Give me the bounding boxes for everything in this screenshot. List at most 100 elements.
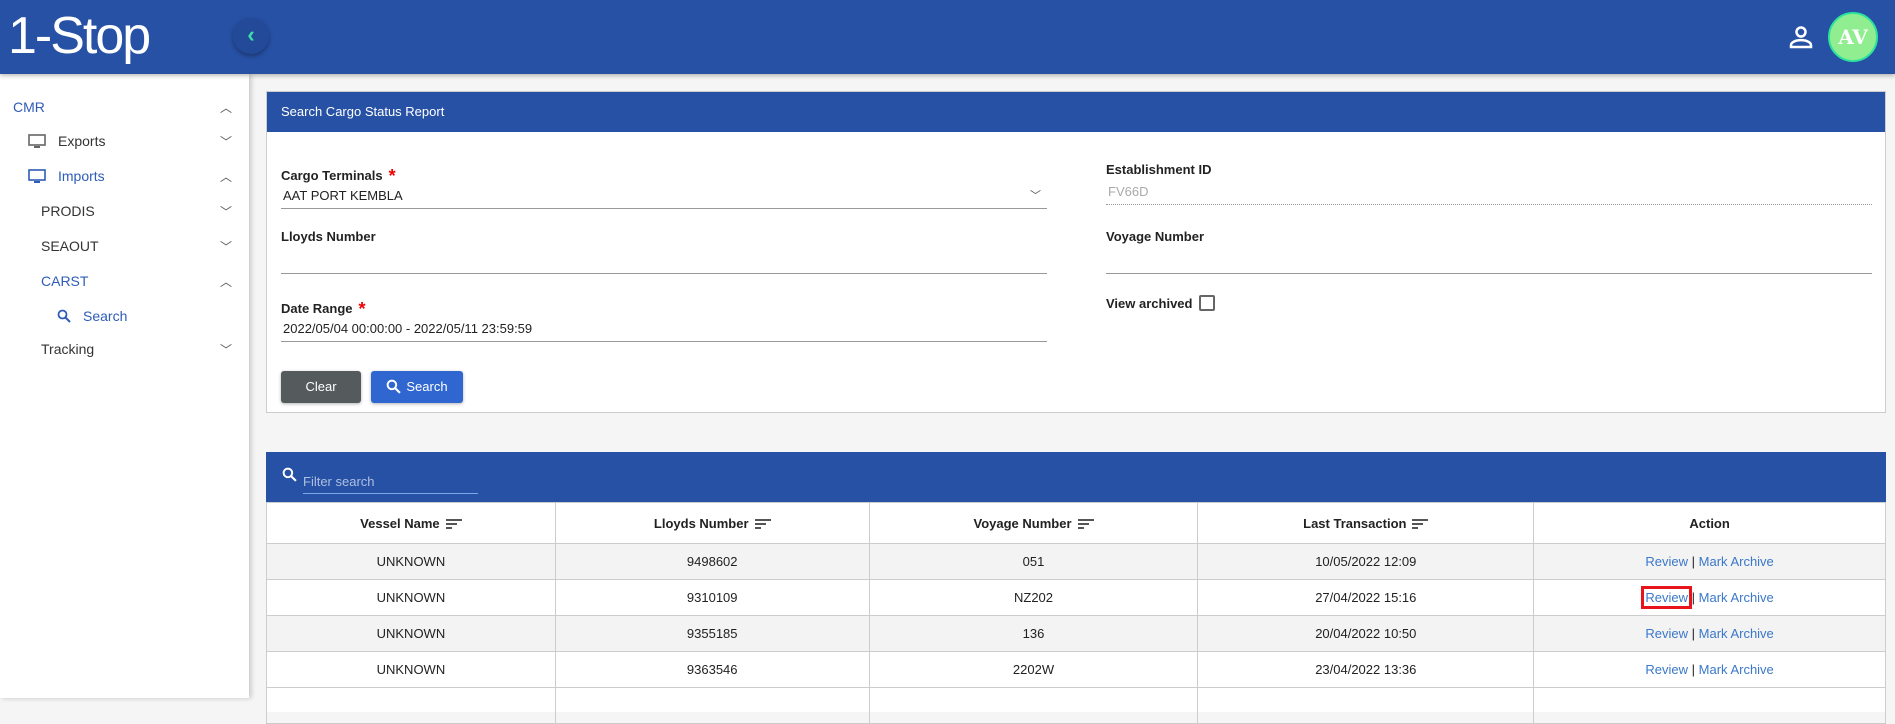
sidebar-item-label: CARST	[41, 273, 89, 289]
separator: |	[1691, 662, 1696, 677]
view-archived-label: View archived	[1106, 295, 1216, 311]
mark-archive-link[interactable]: Mark Archive	[1698, 662, 1774, 677]
review-link[interactable]: Review	[1645, 662, 1689, 677]
results-panel: Vessel Name Lloyds Number Voyage Number Las…	[266, 452, 1886, 724]
separator: |	[1691, 626, 1696, 641]
establishment-id-field: FV66D	[1106, 183, 1872, 205]
chevron-left-icon: ‹	[247, 22, 255, 47]
table-row: UNKNOWN 9363546 2202W 23/04/2022 13:36 Revie…	[266, 651, 1886, 688]
lloyds-number-label: Lloyds Number	[281, 229, 376, 244]
chevron-down-icon: ﹀	[220, 204, 233, 219]
table-row: UNKNOWN 9310109 NZ202 27/04/2022 15:16 Revie…	[266, 579, 1886, 616]
cargo-terminals-select[interactable]: AAT PORT KEMBLA ﹀	[281, 187, 1047, 209]
table-row: UNKNOWN 9498602 051 10/05/2022 12:09 Review …	[266, 543, 1886, 580]
cell-action: Review | Mark Archive	[1533, 651, 1886, 688]
sidebar-item-tracking[interactable]: Tracking ﹀	[0, 334, 249, 364]
user-icon[interactable]	[1786, 22, 1816, 52]
column-header[interactable]: Lloyds Number	[554, 502, 870, 544]
cell-voyage: 2202W	[868, 651, 1199, 688]
review-link[interactable]: Review	[1645, 626, 1689, 641]
column-header[interactable]: Last Transaction	[1197, 502, 1535, 544]
sort-icon[interactable]	[1077, 518, 1094, 530]
sidebar-item-exports[interactable]: Exports ﹀	[0, 126, 249, 156]
results-table: Vessel Name Lloyds Number Voyage Number Las…	[266, 502, 1886, 724]
cell-voyage: NZ202	[868, 579, 1199, 616]
sidebar-item-cmr[interactable]: CMR ︿	[0, 92, 249, 122]
sort-icon[interactable]	[754, 518, 771, 530]
chevron-up-icon: ︿	[220, 100, 233, 115]
search-icon	[57, 309, 71, 323]
cell-action: Review | Mark Archive	[1533, 543, 1886, 580]
cell-vessel: UNKNOWN	[266, 543, 556, 580]
search-panel: Search Cargo Status Report Cargo Termina…	[266, 91, 1886, 413]
cell-vessel: UNKNOWN	[266, 651, 556, 688]
sidebar-item-label: Exports	[58, 133, 106, 149]
review-link[interactable]: Review	[1641, 586, 1692, 609]
sidebar-item-search[interactable]: Search	[0, 301, 249, 331]
sidebar-item-label: PRODIS	[41, 203, 95, 219]
sidebar-item-label: Tracking	[41, 341, 95, 357]
cell-voyage: 136	[868, 615, 1199, 652]
cell-lloyds: 9363546	[554, 651, 870, 688]
chevron-down-icon: ﹀	[220, 239, 233, 254]
voyage-number-label: Voyage Number	[1106, 229, 1205, 244]
search-icon	[282, 467, 297, 482]
column-header-label: Last Transaction	[1303, 515, 1407, 531]
monitor-icon	[28, 134, 46, 148]
review-link[interactable]: Review	[1645, 554, 1689, 569]
view-archived-checkbox[interactable]	[1199, 295, 1216, 311]
mark-archive-link[interactable]: Mark Archive	[1698, 554, 1774, 569]
sidebar-item-carst[interactable]: CARST ︿	[0, 266, 249, 296]
search-icon	[387, 379, 402, 394]
search-button[interactable]: Search	[371, 371, 463, 403]
lloyds-number-input[interactable]	[281, 252, 1047, 274]
chevron-up-icon: ︿	[220, 274, 233, 289]
cell-last: 23/04/2022 13:36	[1197, 651, 1535, 688]
date-range-label: Date Range *	[281, 299, 366, 319]
results-toolbar	[266, 452, 1886, 502]
mark-archive-link[interactable]: Mark Archive	[1698, 626, 1774, 641]
sidebar-item-label: Search	[83, 308, 128, 324]
table-row	[266, 687, 1886, 724]
collapse-sidebar-button[interactable]: ‹	[233, 18, 269, 54]
separator: |	[1691, 554, 1696, 569]
panel-title: Search Cargo Status Report	[267, 92, 1885, 132]
chevron-down-icon: ﹀	[220, 134, 233, 149]
cell-lloyds: 9498602	[554, 543, 870, 580]
voyage-number-input[interactable]	[1106, 252, 1872, 274]
column-header: Action	[1533, 502, 1886, 544]
cargo-terminals-label: Cargo Terminals *	[281, 166, 396, 186]
chevron-up-icon: ︿	[220, 169, 233, 184]
cell-action: Review | Mark Archive	[1533, 579, 1886, 616]
sort-icon[interactable]	[1412, 518, 1429, 530]
chevron-down-icon: ﹀	[1030, 190, 1041, 202]
cell-action: Review | Mark Archive	[1533, 615, 1886, 652]
column-header-label: Voyage Number	[973, 515, 1072, 531]
sort-icon[interactable]	[445, 518, 462, 530]
cell-lloyds: 9310109	[554, 579, 870, 616]
mark-archive-link[interactable]: Mark Archive	[1698, 590, 1774, 605]
sidebar-item-prodis[interactable]: PRODIS ﹀	[0, 196, 249, 226]
chevron-down-icon: ﹀	[220, 342, 233, 357]
logo[interactable]: 1-Stop	[8, 7, 151, 65]
separator: |	[1691, 590, 1696, 605]
column-header-label: Action	[1689, 515, 1730, 531]
sidebar-item-imports[interactable]: Imports ︿	[0, 161, 249, 191]
column-header[interactable]: Voyage Number	[868, 502, 1199, 544]
cell-lloyds: 9355185	[554, 615, 870, 652]
column-header[interactable]: Vessel Name	[266, 502, 556, 544]
sidebar-item-seaout[interactable]: SEAOUT ﹀	[0, 231, 249, 261]
cell-voyage: 051	[868, 543, 1199, 580]
sidebar-item-label: Imports	[58, 168, 105, 184]
clear-button[interactable]: Clear	[281, 371, 361, 403]
column-header-label: Vessel Name	[360, 515, 440, 531]
table-row: UNKNOWN 9355185 136 20/04/2022 10:50 Review …	[266, 615, 1886, 652]
cell-vessel: UNKNOWN	[266, 579, 556, 616]
filter-search-input[interactable]	[303, 470, 478, 494]
avatar[interactable]: AV	[1828, 12, 1878, 62]
sidebar-item-label: SEAOUT	[41, 238, 99, 254]
date-range-input[interactable]: 2022/05/04 00:00:00 - 2022/05/11 23:59:5…	[281, 320, 1047, 342]
top-bar: 1-Stop ‹ AV	[0, 0, 1895, 74]
monitor-icon	[28, 169, 46, 183]
sidebar-item-label: CMR	[13, 99, 45, 115]
